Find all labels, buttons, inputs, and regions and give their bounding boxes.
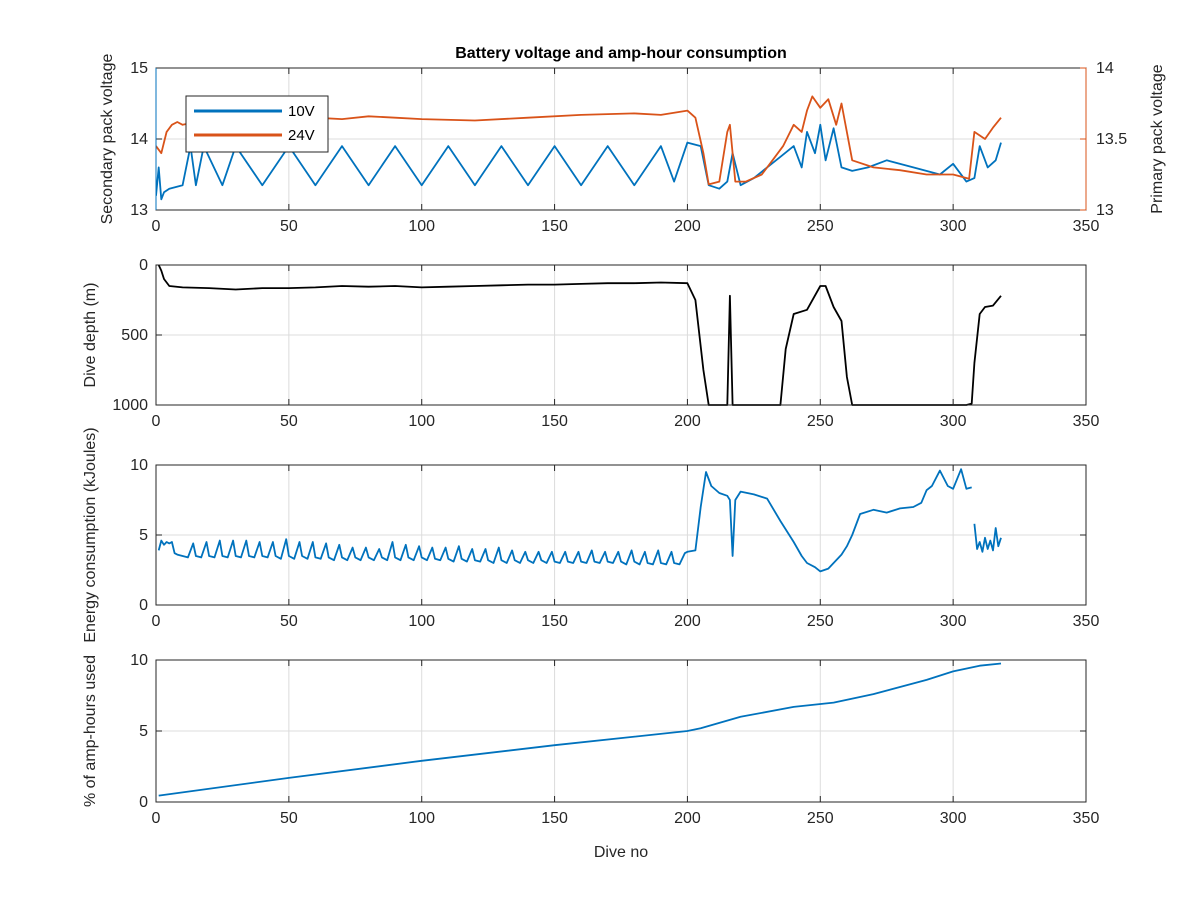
x-tick-label: 150 (541, 613, 568, 630)
x-tick-label: 0 (152, 218, 161, 235)
x-tick-label: 50 (280, 613, 298, 630)
x-tick-label: 200 (674, 613, 701, 630)
x-tick-label: 150 (541, 218, 568, 235)
series-line-1 (158, 662, 1002, 797)
depth-subplot: 0 50 100 150 200 250 300 350 0 500 1000 Dive depth … (82, 257, 1099, 430)
series-line-2 (973, 523, 1002, 553)
y-axis-label: Secondary pack voltage (99, 54, 116, 225)
x-axis-label: Dive no (594, 844, 648, 861)
x-tick-label: 200 (674, 218, 701, 235)
y-axis-label: % of amp-hours used (82, 655, 99, 807)
y-tick-label: 0 (139, 597, 148, 614)
x-tick-label: 250 (807, 613, 834, 630)
x-tick-label: 300 (940, 218, 967, 235)
chart-title: Battery voltage and amp-hour consumption (455, 45, 787, 62)
x-tick-label: 350 (1073, 613, 1100, 630)
x-tick-label: 100 (408, 218, 435, 235)
x-tick-label: 350 (1073, 810, 1100, 827)
y-tick-label: 0 (139, 794, 148, 811)
y-axis-label: Dive depth (m) (82, 283, 99, 388)
right-y-axis-label: Primary pack voltage (1149, 64, 1166, 213)
x-tick-label: 300 (940, 413, 967, 430)
right-y-tick-label: 13 (1096, 202, 1114, 219)
x-tick-label: 0 (152, 613, 161, 630)
x-tick-label: 250 (807, 413, 834, 430)
series-line-1 (157, 468, 972, 573)
x-tick-label: 300 (940, 613, 967, 630)
y-axis-label: Energy consumption (kJoules) (82, 427, 99, 642)
y-tick-label: 13 (130, 202, 148, 219)
x-tick-label: 50 (280, 218, 298, 235)
y-tick-label: 10 (130, 457, 148, 474)
x-tick-label: 200 (674, 413, 701, 430)
amp-hours-subplot: 0 50 100 150 200 250 300 350 0 5 10 % of amp-hours … (82, 652, 1099, 861)
y-tick-label: 14 (130, 131, 148, 148)
legend-label-10v: 10V (288, 103, 315, 120)
y-tick-label: 10 (130, 652, 148, 669)
y-tick-label: 500 (121, 327, 148, 344)
x-tick-label: 150 (541, 413, 568, 430)
x-tick-label: 100 (408, 413, 435, 430)
x-tick-label: 250 (807, 810, 834, 827)
x-tick-label: 50 (280, 413, 298, 430)
x-tick-label: 0 (152, 413, 161, 430)
x-tick-label: 350 (1073, 413, 1100, 430)
y-tick-label: 0 (139, 257, 148, 274)
x-tick-label: 300 (940, 810, 967, 827)
legend-box (185, 95, 329, 153)
x-tick-label: 100 (408, 810, 435, 827)
legend-label-24v: 24V (288, 127, 315, 144)
x-tick-label: 100 (408, 613, 435, 630)
y-tick-label: 5 (139, 527, 148, 544)
x-tick-label: 50 (280, 810, 298, 827)
x-tick-label: 350 (1073, 218, 1100, 235)
y-tick-label: 1000 (112, 397, 148, 414)
x-tick-label: 0 (152, 810, 161, 827)
y-tick-label: 15 (130, 60, 148, 77)
x-tick-label: 200 (674, 810, 701, 827)
energy-subplot: 0 50 100 150 200 250 300 350 0 5 10 Energy consumpt… (82, 427, 1099, 642)
y-tick-label: 5 (139, 723, 148, 740)
x-tick-label: 250 (807, 218, 834, 235)
right-y-tick-label: 14 (1096, 60, 1114, 77)
right-y-tick-label: 13.5 (1096, 131, 1127, 148)
x-tick-label: 150 (541, 810, 568, 827)
series-line-10v (156, 123, 1002, 201)
